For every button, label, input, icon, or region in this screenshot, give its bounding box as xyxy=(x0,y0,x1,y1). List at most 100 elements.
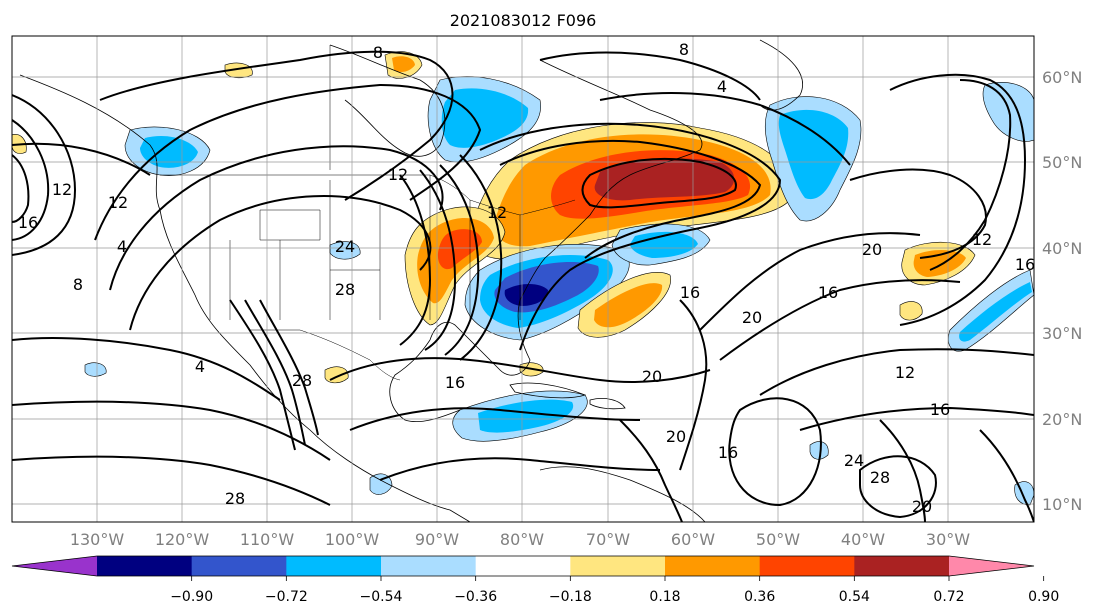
contour-label: 12 xyxy=(972,230,992,249)
contour-line xyxy=(94,83,482,241)
colorbar-segment xyxy=(665,556,761,576)
contour-line xyxy=(879,419,926,522)
latitude-axis: 60°N 50°N 40°N 30°N 20°N 10°N xyxy=(1042,68,1082,514)
contour-line xyxy=(719,279,961,361)
contour-line xyxy=(419,169,457,351)
colorbar-tick-label: −0.54 xyxy=(360,589,403,605)
positive-anomaly-mid-atlantic-mid xyxy=(594,283,663,328)
contour-label: 28 xyxy=(870,468,890,487)
colorbar-tick-label: 0.90 xyxy=(1028,589,1059,605)
contour-label: 24 xyxy=(844,451,864,470)
longitude-label: 90°W xyxy=(415,530,459,549)
positive-anomaly-mississippi-high xyxy=(437,229,482,270)
colorbar: −0.90 −0.72 −0.54 −0.36 −0.18 0.18 0.36 0.54 0.7… xyxy=(11,555,1059,605)
us-canada-border xyxy=(160,174,576,216)
negative-anomaly-southeast-core xyxy=(504,284,548,306)
latitude-label: 60°N xyxy=(1042,68,1082,87)
contour-line xyxy=(759,348,1034,396)
positive-anomaly-northwest-coast-mid xyxy=(392,56,415,73)
contour-label: 20 xyxy=(912,497,932,516)
contour-label: 4 xyxy=(195,357,205,376)
contour-line xyxy=(229,299,296,451)
colorbar-outline xyxy=(11,555,1035,577)
colorbar-segment xyxy=(475,556,571,576)
contour-line xyxy=(859,455,937,519)
contour-line xyxy=(244,299,306,446)
colorbar-tick-label: 0.18 xyxy=(649,589,680,605)
contour-label: 16 xyxy=(680,283,700,302)
latitude-label: 50°N xyxy=(1042,153,1082,172)
contour-line xyxy=(12,154,30,223)
colorbar-tick-label: −0.72 xyxy=(265,589,308,605)
colorbar-segment xyxy=(854,556,950,576)
contour-line xyxy=(12,455,331,506)
contour-line xyxy=(12,119,50,241)
colorbar-tick-label: 0.72 xyxy=(933,589,964,605)
contour-label: 16 xyxy=(18,213,38,232)
negative-anomaly-pacific-small xyxy=(84,362,107,377)
contour-line xyxy=(479,122,782,351)
negative-anomaly-southeast-atlantic xyxy=(809,441,829,460)
colorbar-extend-low xyxy=(12,556,97,576)
south-america-coast xyxy=(539,466,706,522)
contour-line xyxy=(459,154,503,361)
longitude-label: 70°W xyxy=(586,530,630,549)
positive-anomaly-gulf-stream xyxy=(899,301,923,321)
contour-line xyxy=(399,174,432,346)
negative-anomaly-west-canada-mid xyxy=(140,135,198,168)
contour-line xyxy=(109,145,444,291)
contour-line xyxy=(12,142,151,176)
longitude-label: 130°W xyxy=(70,530,125,549)
contour-label: 28 xyxy=(225,489,245,508)
contour-line xyxy=(599,92,851,166)
colorbar-tick-label: 0.54 xyxy=(839,589,870,605)
contour-label: 8 xyxy=(679,40,689,59)
negative-anomaly-caribbean-mid xyxy=(478,399,574,433)
contour-label: 16 xyxy=(445,373,465,392)
longitude-label: 30°W xyxy=(926,530,970,549)
contour-line xyxy=(979,429,1034,522)
contour-label: 12 xyxy=(895,363,915,382)
contour-label: 12 xyxy=(52,180,72,199)
longitude-axis: 130°W 120°W 110°W 100°W 90°W 80°W 70°W 6… xyxy=(70,530,970,549)
contour-label: 12 xyxy=(487,203,507,222)
contour-label: 20 xyxy=(742,308,762,327)
positive-anomaly-southwest xyxy=(324,366,349,384)
contour-label: 8 xyxy=(73,275,83,294)
latitude-label: 20°N xyxy=(1042,410,1082,429)
contour-line xyxy=(889,73,1027,326)
contour-line xyxy=(12,337,281,401)
hudson-bay-coastline xyxy=(329,44,446,157)
contour-line xyxy=(499,139,762,259)
contour-line xyxy=(849,168,987,259)
contour-label: 20 xyxy=(666,427,686,446)
longitude-label: 100°W xyxy=(325,530,380,549)
colorbar-tick-label: −0.36 xyxy=(454,589,497,605)
contour-label: 28 xyxy=(335,280,355,299)
colorbar-segment xyxy=(97,556,193,576)
contour-label: 8 xyxy=(373,43,383,62)
gridlines xyxy=(12,36,1034,522)
colorbar-segment xyxy=(381,556,477,576)
contour-label: 24 xyxy=(335,237,355,256)
colorbar-segment xyxy=(570,556,666,576)
contour-label: 4 xyxy=(117,237,127,256)
map-panel: 8 4 16 12 12 4 8 12 24 28 4 28 16 12 16 … xyxy=(11,35,1035,523)
positive-anomaly-northeast-core xyxy=(594,158,735,201)
contour-label: 16 xyxy=(818,283,838,302)
contour-label-layer: 8 4 16 12 12 4 8 12 24 28 4 28 16 12 16 … xyxy=(18,40,1034,516)
longitude-label: 50°W xyxy=(756,530,800,549)
latitude-label: 40°N xyxy=(1042,239,1082,258)
longitude-label: 40°W xyxy=(841,530,885,549)
longitude-label: 60°W xyxy=(671,530,715,549)
contour-line xyxy=(728,397,822,507)
negative-anomaly-north-atlantic-mid xyxy=(778,109,849,200)
map-title: 2021083012 F096 xyxy=(450,11,597,30)
colorbar-segment xyxy=(191,556,287,576)
contour-line xyxy=(379,457,661,481)
contour-line xyxy=(12,94,77,256)
hispaniola xyxy=(589,398,626,410)
positive-anomaly-pacific xyxy=(224,62,253,79)
contour-line xyxy=(799,406,1034,431)
